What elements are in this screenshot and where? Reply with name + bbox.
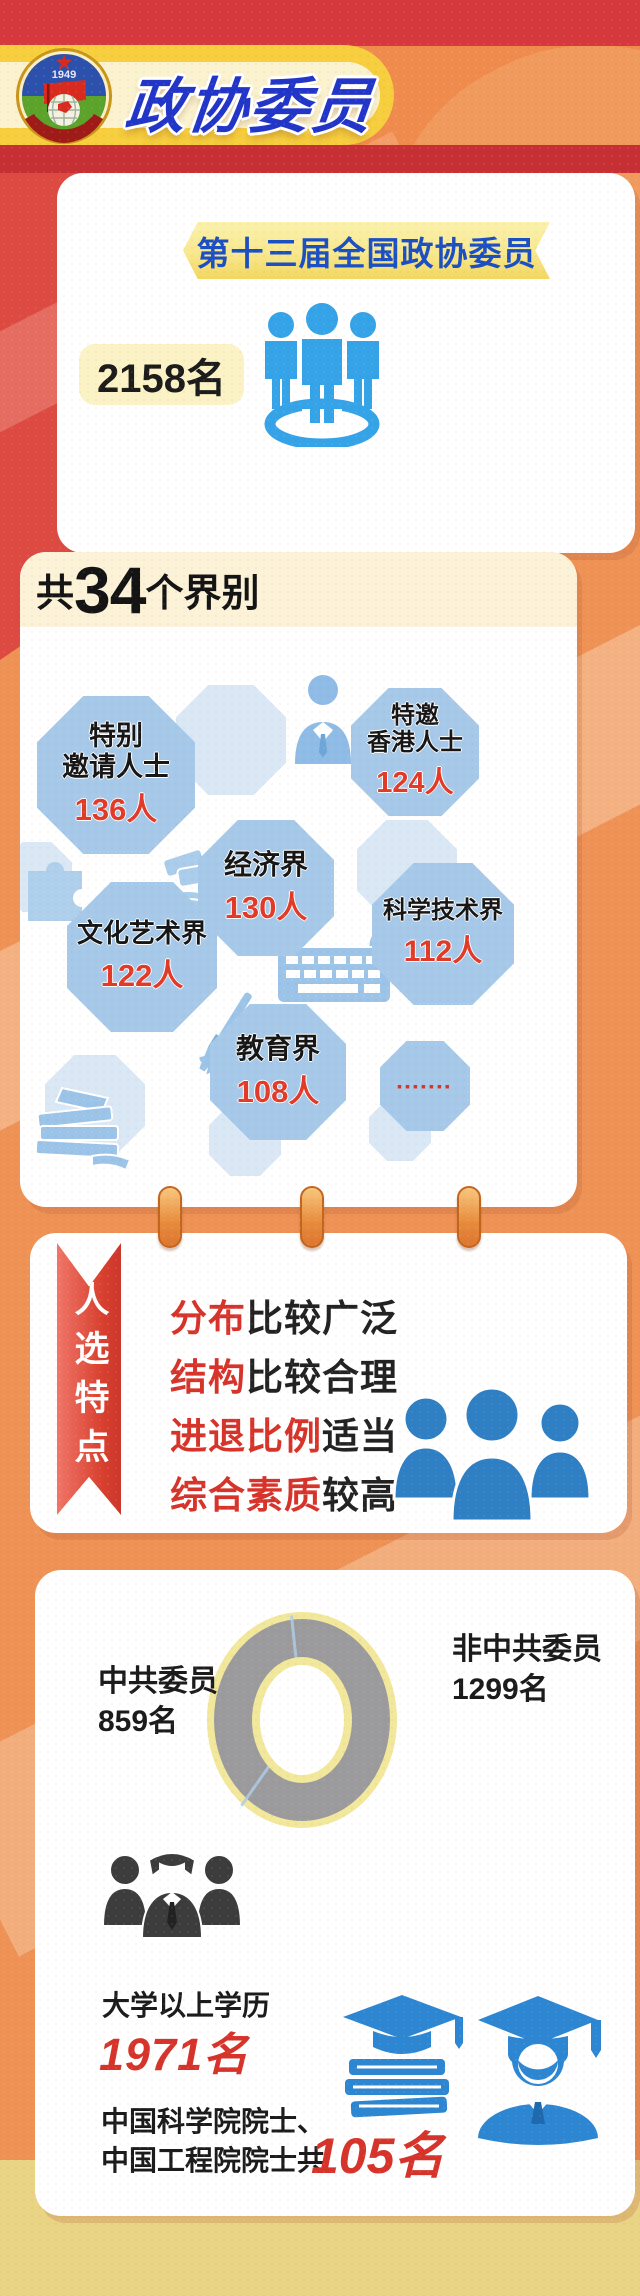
sector-label: 文化艺术界	[76, 917, 207, 948]
graduate-icon	[478, 1996, 601, 2145]
sector-octagon-more: ▪▪▪▪▪▪▪	[380, 1041, 470, 1131]
non-cpc-value: 1299名	[452, 1673, 549, 1706]
feature-item: 结构 比较合理	[170, 1344, 398, 1403]
people-group-blue-icon	[392, 1386, 592, 1523]
sector-label: 教育界	[235, 1032, 320, 1064]
sector-count: 130人	[224, 890, 308, 926]
graduation-caps-books-icon	[343, 1995, 463, 2118]
non-cpc-label-text: 非中共委员	[452, 1633, 602, 1666]
card-total-members: 第十三届全国政协委员 2158名	[57, 173, 635, 553]
academician-value: 105名	[311, 2128, 445, 2184]
sector-label: 香港人士	[367, 729, 463, 756]
svg-text:1949: 1949	[52, 69, 76, 81]
donut-hole	[260, 1665, 344, 1775]
feature-highlight: 结构	[170, 1356, 246, 1398]
session-banner: 第十三届全国政协委员	[183, 222, 550, 279]
feature-item: 综合素质 较高	[170, 1462, 398, 1521]
businessman-icon	[295, 675, 351, 764]
sector-label: 邀请人士	[62, 751, 170, 782]
sector-octagon-science: 科学技术界 112人	[372, 863, 514, 1005]
connector-pill	[457, 1186, 481, 1248]
ribbon-banner: 人选特点	[57, 1243, 121, 1515]
cppcc-emblem-icon: 1949	[16, 48, 112, 144]
feature-rest: 比较合理	[246, 1356, 398, 1398]
sector-count: 136人	[74, 791, 158, 827]
sector-label: 特别	[89, 721, 143, 752]
sector-count: 112人	[403, 935, 483, 969]
non-cpc-label: 非中共委员 1299名	[452, 1630, 602, 1710]
edu-value: 1971名	[99, 2029, 250, 2080]
academician-label: 中国科学院院士、 中国工程院院士共	[101, 2102, 325, 2180]
header-red-band	[0, 0, 640, 46]
card-selection-features: 人选特点 分布 比较广泛 结构 比较合理 进退比例 适当 综合素质 较高	[30, 1233, 627, 1533]
sectors-title-band: 共 34 个界别	[20, 552, 577, 627]
total-count-pill: 2158名	[79, 344, 244, 405]
puzzle-icon	[28, 862, 82, 921]
people-group-icon	[264, 303, 380, 447]
feature-item: 进退比例 适当	[170, 1403, 398, 1462]
cpc-value: 859名	[98, 1705, 179, 1738]
sector-octagon-economy: 经济界 130人	[198, 820, 334, 956]
sector-count: 108人	[236, 1074, 320, 1110]
feature-rest: 适当	[322, 1415, 398, 1457]
connector-pill	[300, 1186, 324, 1248]
sector-octagon-special-invited: 特别 邀请人士 136人	[37, 696, 195, 854]
feature-item: 分布 比较广泛	[170, 1285, 398, 1344]
academician-line1: 中国科学院院士、	[101, 2106, 326, 2137]
party-donut-chart	[207, 1612, 397, 1828]
sectors-title-prefix: 共	[36, 573, 75, 615]
card-composition: 中共委员 859名 非中共委员 1299名 大学以上学历 1971名 中国科学院…	[35, 1570, 635, 2216]
sector-label: 经济界	[223, 848, 308, 880]
edu-label: 大学以上学历	[102, 1990, 271, 2021]
connector-pill	[158, 1186, 182, 1248]
feature-highlight: 分布	[170, 1297, 246, 1339]
books-icon	[34, 1086, 132, 1172]
keyboard-icon	[278, 921, 390, 1002]
session-banner-label: 第十三届全国政协委员	[196, 234, 537, 272]
ribbon-label: 人选特点	[69, 1281, 109, 1477]
sector-label: 特邀	[391, 702, 439, 730]
academician-line2: 中国工程院院士共	[101, 2145, 326, 2176]
feature-rest: 比较广泛	[246, 1297, 398, 1339]
sectors-title-suffix: 个界别	[145, 573, 260, 615]
sector-label: 科学技术界	[383, 896, 503, 924]
sectors-title-number: 34	[74, 552, 146, 627]
cpc-label: 中共委员 859名	[98, 1662, 218, 1742]
page-title: 政协委员	[121, 73, 377, 140]
sector-count: 122人	[100, 958, 184, 994]
header-red-strip	[0, 145, 640, 173]
more-dots: ▪▪▪▪▪▪▪	[397, 1078, 453, 1094]
cpc-label-text: 中共委员	[98, 1665, 218, 1698]
feature-highlight: 进退比例	[170, 1415, 322, 1457]
delegates-icon	[101, 1852, 243, 1939]
feature-list: 分布 比较广泛 结构 比较合理 进退比例 适当 综合素质 较高	[170, 1285, 398, 1521]
card-sectors: 共 34 个界别	[20, 552, 577, 1207]
sector-octagon-culture: 文化艺术界 122人	[67, 882, 217, 1032]
sector-octagon-education: 教育界 108人	[210, 1004, 346, 1140]
sector-octagon-hongkong: 特邀 香港人士 124人	[351, 688, 479, 816]
feature-highlight: 综合素质	[170, 1474, 322, 1516]
sector-count: 124人	[376, 766, 454, 799]
total-count-value: 2158名	[97, 356, 226, 401]
feature-rest: 较高	[322, 1474, 398, 1516]
